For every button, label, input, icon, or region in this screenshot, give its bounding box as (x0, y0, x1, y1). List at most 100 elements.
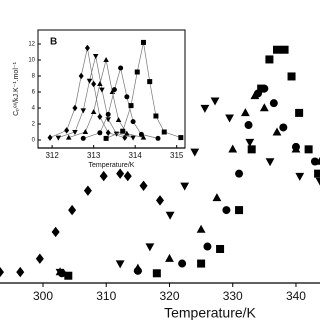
data-point (269, 99, 278, 108)
x-tick-label: 312 (45, 151, 59, 160)
data-point (216, 244, 225, 253)
data-point (245, 138, 255, 147)
data-point (178, 259, 187, 268)
data-point (83, 185, 92, 196)
y-tick-label: 4 (32, 106, 36, 112)
data-point (55, 135, 62, 141)
data-point (124, 130, 130, 136)
data-point (97, 81, 103, 86)
y-tick-label: 6 (32, 90, 36, 96)
data-point (92, 54, 99, 59)
data-point (138, 131, 144, 137)
data-point (265, 55, 274, 64)
data-point (51, 226, 60, 238)
data-point (140, 39, 146, 45)
y-axis-label: Cₚᵉˣ/kJ.K⁻¹.mol⁻¹ (13, 61, 20, 115)
y-tick-label: 10 (28, 58, 35, 64)
data-point (139, 180, 148, 191)
data-point (105, 129, 111, 137)
data-point (47, 134, 53, 141)
data-point (64, 127, 70, 134)
data-point (212, 193, 222, 202)
data-point (228, 144, 238, 153)
x-tick-label: 300 (33, 289, 53, 303)
y-tick-label: 2 (32, 122, 36, 128)
data-point (86, 78, 93, 84)
panel-label: B (50, 37, 57, 48)
y-tick-label: 8 (32, 74, 36, 80)
y-tick-label: 0 (32, 138, 36, 144)
data-point (295, 108, 304, 117)
data-point (105, 117, 111, 123)
data-point (225, 114, 234, 123)
data-point (64, 271, 73, 280)
data-point (156, 195, 164, 206)
data-point (244, 121, 253, 130)
data-point (259, 103, 269, 112)
data-point (78, 72, 84, 80)
data-point (80, 135, 86, 141)
data-point (134, 69, 140, 75)
data-point (203, 242, 212, 251)
data-point (153, 113, 159, 119)
x-tick-label: 330 (223, 289, 243, 303)
data-point (291, 142, 300, 151)
data-point (145, 243, 155, 252)
data-point (295, 172, 305, 181)
data-point (178, 135, 184, 141)
data-point (0, 266, 4, 278)
data-point (103, 135, 109, 141)
data-point (165, 211, 175, 220)
data-point (124, 94, 130, 100)
data-point (65, 134, 72, 140)
data-point (103, 57, 109, 62)
data-point (155, 135, 161, 141)
data-point (235, 206, 244, 215)
panel: 300 310 320 330 340 Temperature/K (0, 45, 320, 320)
data-point (196, 224, 206, 233)
data-point (130, 119, 136, 125)
data-point (99, 87, 105, 93)
x-tick-label: 313 (87, 151, 101, 160)
data-point (99, 170, 108, 182)
data-point (133, 266, 142, 275)
data-point (123, 170, 132, 182)
data-point (130, 135, 136, 141)
x-tick-label: 314 (128, 151, 142, 160)
data-point (84, 44, 90, 52)
data-point (247, 145, 256, 154)
data-point (35, 253, 44, 264)
data-point (304, 145, 313, 154)
data-point (105, 111, 111, 117)
data-point (68, 204, 77, 216)
data-point (310, 157, 319, 166)
data-point (97, 130, 103, 136)
data-point (210, 97, 220, 106)
x-axis-label: Temperature/K (89, 162, 135, 169)
data-point (272, 45, 281, 54)
data-point (82, 129, 89, 134)
data-point (315, 177, 320, 186)
data-point (279, 123, 288, 132)
data-point (140, 134, 147, 140)
data-point (90, 109, 97, 114)
data-point (180, 182, 190, 191)
x-tick-label: 315 (170, 151, 184, 160)
data-point (240, 108, 250, 117)
x-tick-label: 320 (159, 289, 179, 303)
data-point (152, 269, 161, 278)
data-point (115, 260, 125, 269)
data-point (265, 158, 275, 167)
data-point (120, 128, 126, 134)
data-point (190, 148, 200, 157)
data-point (72, 104, 78, 112)
data-point (97, 113, 103, 121)
data-point (197, 259, 206, 268)
data-point (111, 87, 117, 93)
y-tick-label: 12 (28, 42, 35, 48)
data-point (222, 206, 231, 215)
data-point (272, 127, 282, 136)
data-point (287, 72, 296, 81)
x-tick-label: 340 (286, 289, 306, 303)
